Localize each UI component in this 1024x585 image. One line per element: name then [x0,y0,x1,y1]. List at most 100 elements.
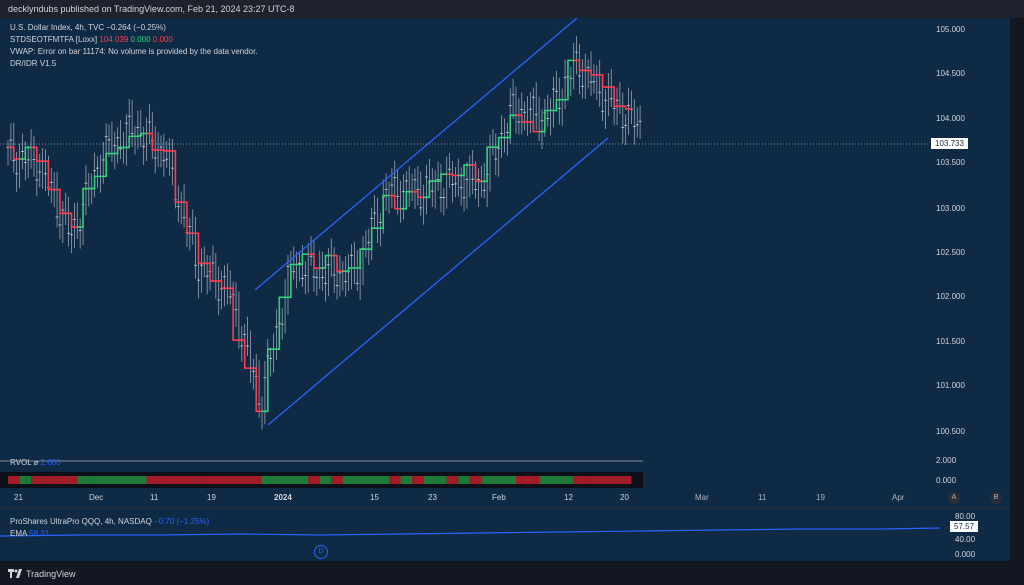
price-tick: 105.000 [936,25,965,34]
volume-heat-cell [19,476,32,484]
price-change: −0.264 (−0.25%) [106,23,166,32]
rvol-value: 2.000 [40,458,61,467]
stds-trend-segment [169,150,182,203]
time-tick: Apr [892,493,905,502]
stds-trend-segment [400,190,413,210]
time-tick: 12 [564,493,573,502]
stds-trend-segment [481,146,493,183]
brand-name[interactable]: TradingView [26,569,76,579]
stds-trend-segment [331,254,343,272]
volume-heat-cell [238,476,251,484]
stds-value-2: 0.000 [130,35,151,44]
volume-heat-cell [169,476,182,484]
stds-trend-segment [435,173,447,182]
qqq-title[interactable]: ProShares UltraPro QQQ, 4h, NASDAQ [10,517,152,526]
stds-trend-segment [31,146,43,162]
symbol-title[interactable]: U.S. Dollar Index, 4h, TVC [10,23,105,32]
volume-heat-cell [562,476,574,484]
stds-trend-segment [158,149,170,152]
stds-trend-segment [238,339,251,369]
chart-legend: U.S. Dollar Index, 4h, TVC −0.264 (−0.25… [10,22,258,70]
qqq-current-label: 57.57 [950,521,979,532]
stds-trend-segment [354,248,366,269]
volume-heat-cell [88,476,101,484]
publisher-text: decklyndubs published on TradingView.com… [8,4,295,14]
stds-trend-segment [389,194,401,210]
volume-heat-cell [158,476,170,484]
volume-heat-cell [573,476,586,484]
time-tick: 21 [14,493,23,502]
price-tick: 103.000 [936,204,965,213]
volume-heat-cell [400,476,413,484]
qqq-tick: 0.000 [955,550,976,559]
volume-heat-cell [516,476,528,484]
stds-trend-segment [596,74,609,88]
price-tick: 102.500 [936,248,965,257]
stds-trend-segment [296,253,309,266]
main-chart-panel[interactable] [0,18,1010,508]
time-tick: 11 [150,493,159,502]
rvol-tick: 2.000 [936,456,957,465]
dridr-indicator-name[interactable]: DR/IDR V1.5 [10,59,57,68]
bar-replay-button[interactable]: B [990,492,1002,504]
stds-trend-segment [319,254,332,269]
volume-heat-cell [435,476,447,484]
volume-heat-cell [446,476,459,484]
qqq-legend: ProShares UltraPro QQQ, 4h, NASDAQ −0.70… [10,516,209,540]
time-tick: Feb [492,493,506,502]
qqq-tick: 80.00 [955,512,976,521]
stds-trend-segment [516,114,528,123]
volume-heat-cell [342,476,355,484]
ema-label[interactable]: EMA [10,529,27,538]
time-tick: 23 [428,493,437,502]
volume-heat-cell [458,476,470,484]
volume-heat-cell [550,476,563,484]
volume-heat-cell [250,476,262,484]
stds-trend-segment [527,121,540,133]
stds-trend-segment [504,114,516,139]
stds-trend-segment [215,280,228,290]
stds-trend-segment [585,69,597,76]
volume-heat-cell [296,476,309,484]
stds-indicator-name[interactable]: STDSEOTFMTFA [Loxx] [10,35,98,44]
rvol-legend[interactable]: RVOL ⌀ 2.000 [10,458,61,467]
volume-heat-cell [273,476,286,484]
stds-trend-segment [377,194,389,229]
volume-heat-cell [354,476,366,484]
stds-value-1: 104.039 [99,35,129,44]
stds-value-3: 0.000 [152,35,173,44]
volume-heat-cell [204,476,216,484]
stds-trend-segment [423,180,436,199]
channel-lower-line[interactable] [267,137,609,426]
rvol-label: RVOL [10,458,32,467]
stds-trend-segment [227,287,239,342]
stds-trend-segment [308,253,320,269]
stds-trend-segment [19,146,32,160]
channel-upper-line[interactable] [254,17,578,291]
stds-trend-segment [562,59,574,101]
stds-trend-segment [77,187,89,228]
price-tick: 104.000 [936,114,965,123]
stds-trend-segment [146,132,159,151]
volume-heat-cell [504,476,516,484]
vwap-error[interactable]: VWAP: Error on bar 11174: No volume is p… [10,47,258,56]
volume-heat-cell [365,476,378,484]
volume-heat-cell [389,476,401,484]
dividend-marker-icon[interactable]: D [314,545,328,559]
volume-heat-cell [619,476,632,484]
ema-value: 58.31 [29,529,50,538]
volume-heat-cell [181,476,193,484]
auto-scale-button[interactable]: A [948,492,960,504]
volume-heat-cell [77,476,89,484]
volume-heat-cell [146,476,159,484]
stds-trend-segment [54,188,66,215]
stds-trend-segment [539,109,551,133]
stds-trend-segment [285,263,297,299]
tradingview-logo-icon[interactable] [8,567,22,579]
time-tick: Dec [89,493,104,502]
volume-heat-cell [123,476,135,484]
time-tick: 20 [620,493,629,502]
volume-heat-cell [585,476,597,484]
volume-heat-cell [54,476,66,484]
